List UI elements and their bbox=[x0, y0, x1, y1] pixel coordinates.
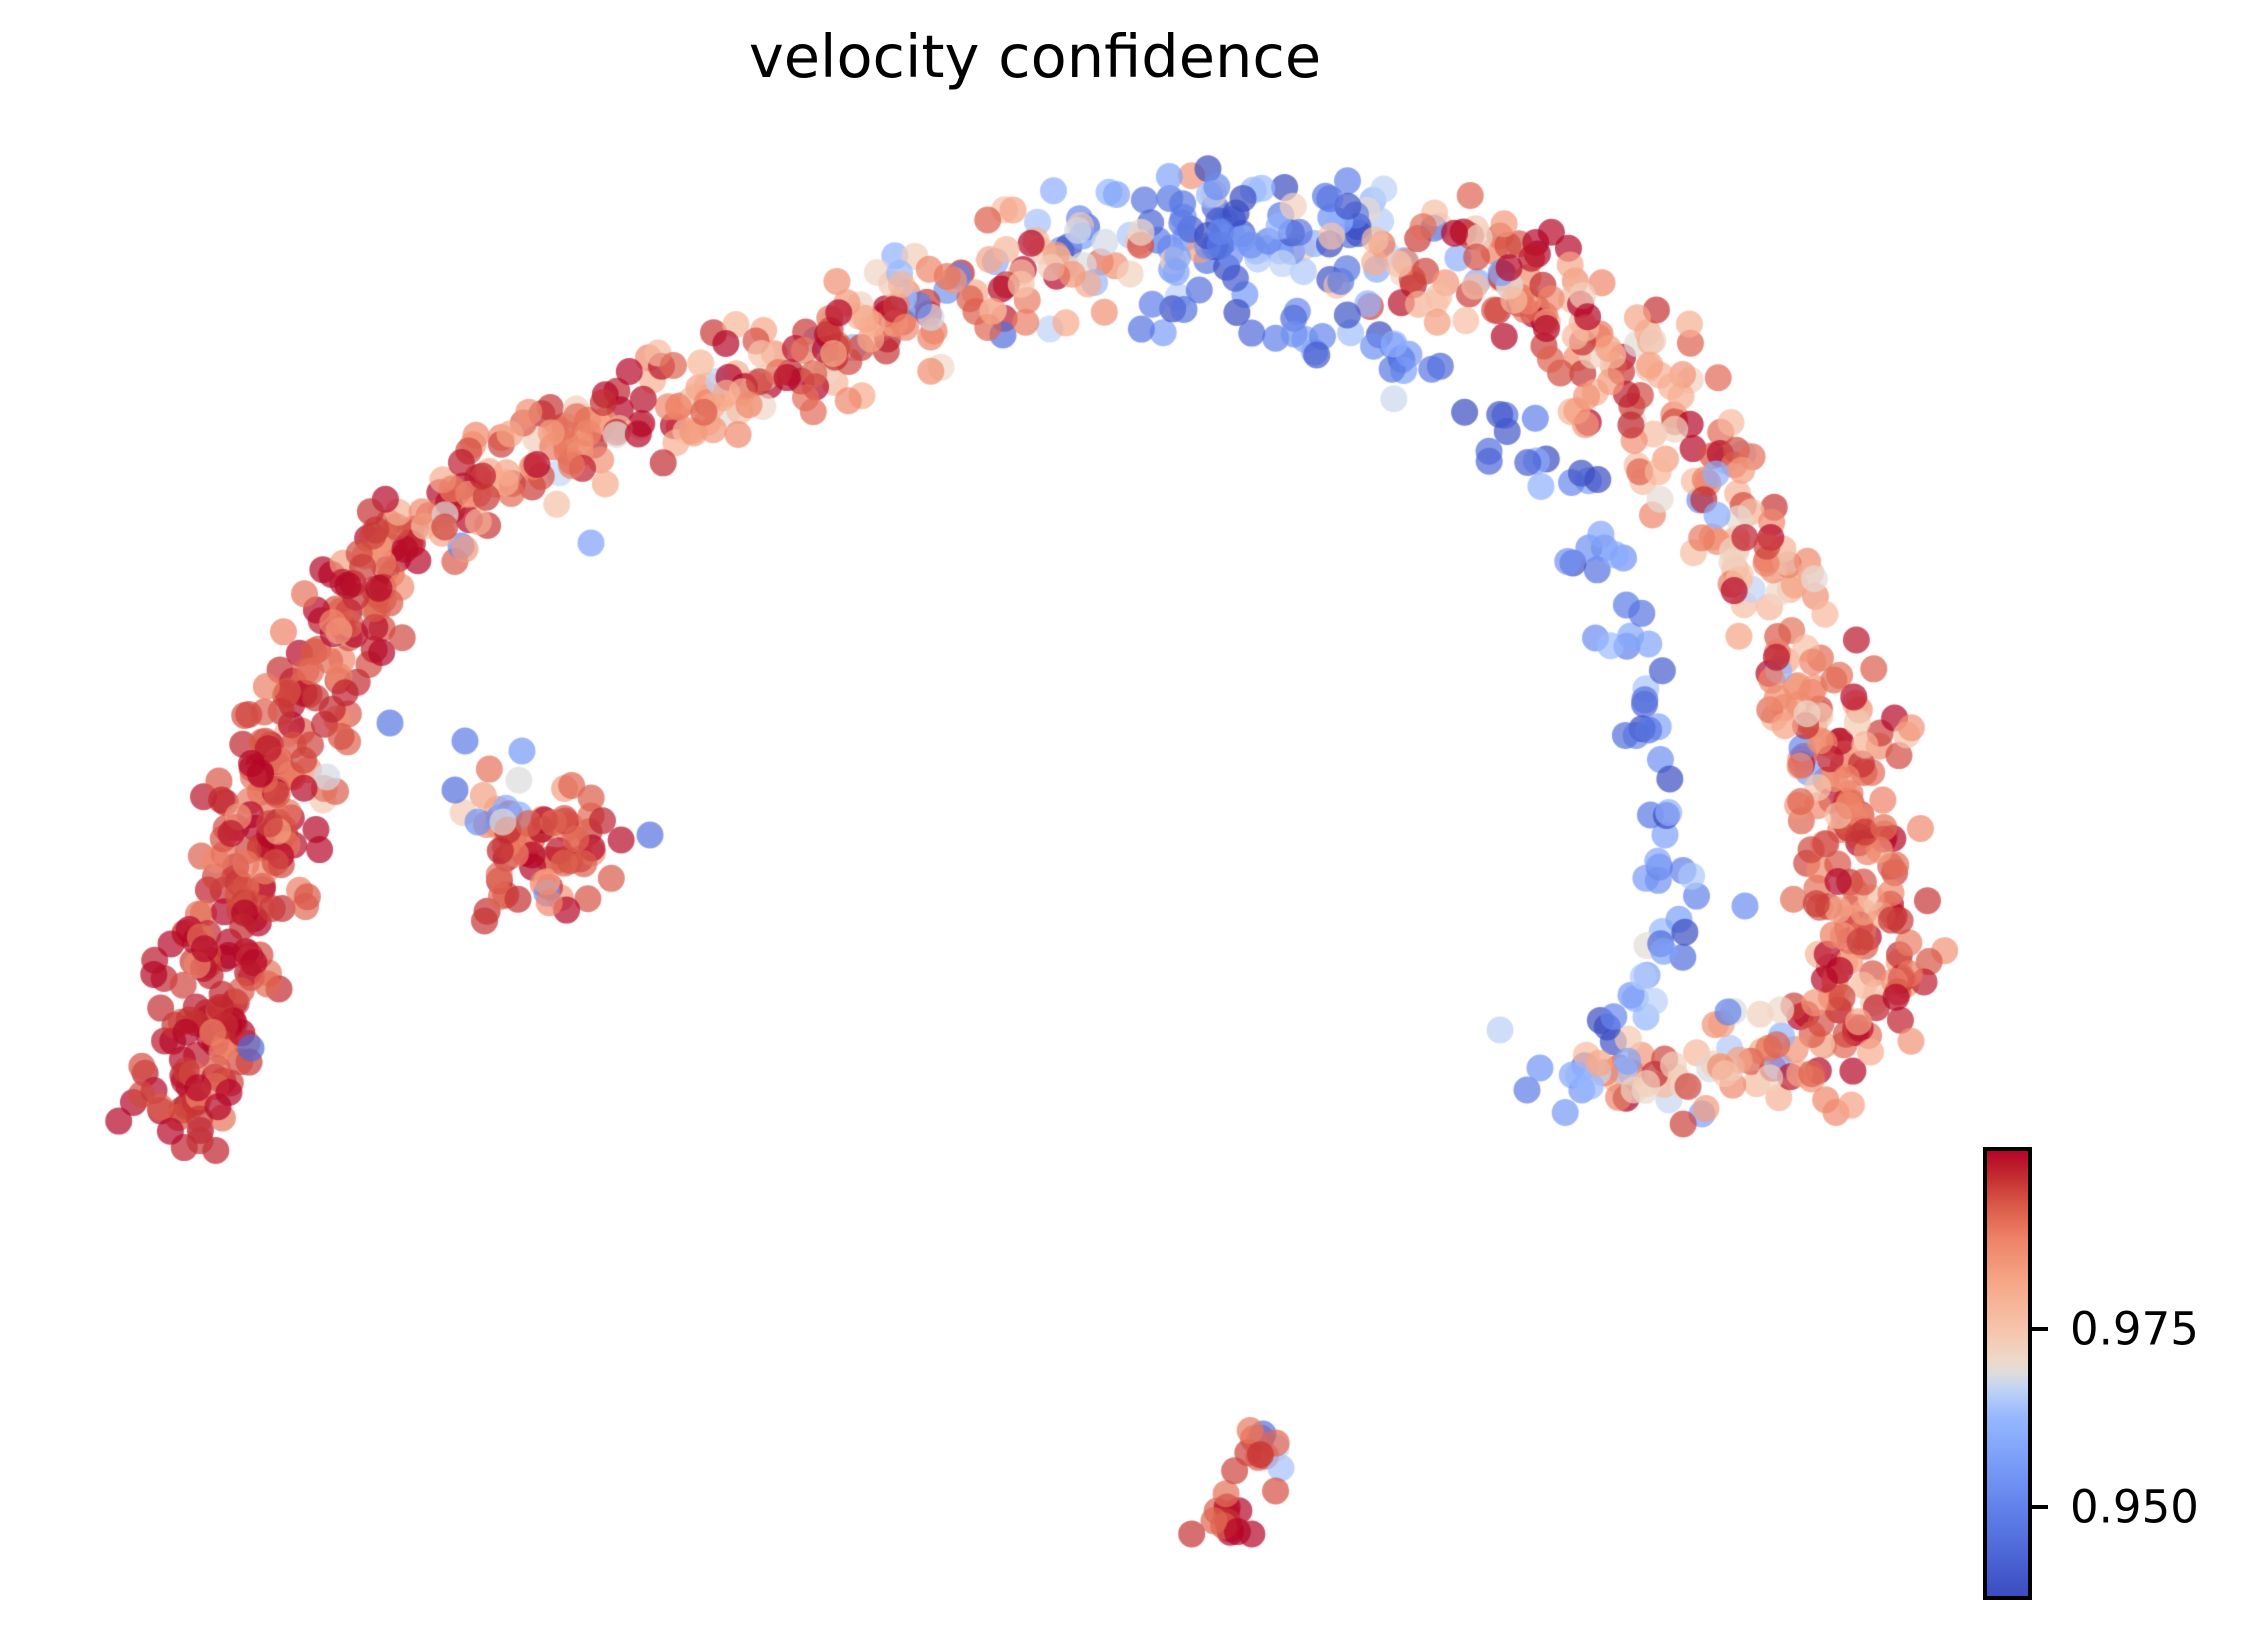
chart-title: velocity confidence bbox=[748, 22, 1322, 91]
colorbar-tick-1 bbox=[2032, 1505, 2048, 1509]
colorbar-tick-label-0: 0.975 bbox=[2070, 1302, 2199, 1356]
colorbar-gradient bbox=[1983, 1147, 2032, 1600]
colorbar-tick-0 bbox=[2032, 1327, 2048, 1331]
colorbar-tick-label-1: 0.950 bbox=[2070, 1480, 2199, 1534]
